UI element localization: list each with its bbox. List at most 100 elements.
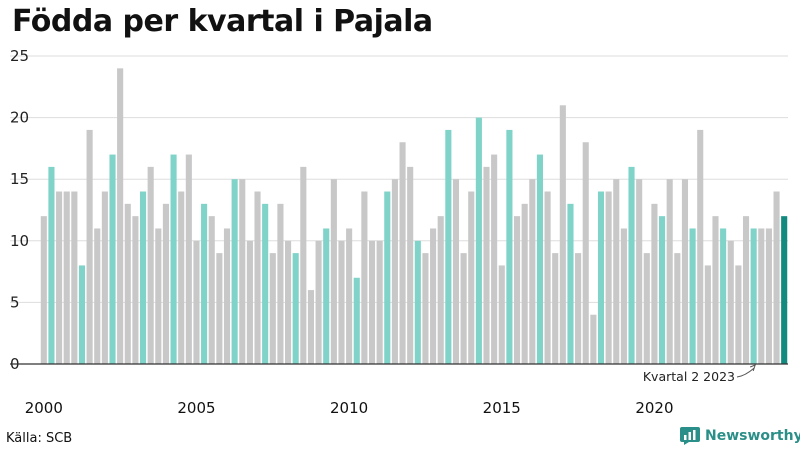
bar [361, 191, 368, 364]
bar [147, 166, 154, 364]
bar [521, 203, 528, 364]
bar [758, 228, 765, 364]
bar [330, 179, 337, 364]
annotation-arrowhead [749, 364, 756, 372]
bar [452, 179, 460, 364]
bar [468, 191, 475, 364]
bar [193, 240, 200, 364]
bar [620, 228, 627, 364]
bar [384, 191, 391, 364]
bar [498, 265, 505, 364]
bar [773, 191, 780, 364]
bar [720, 228, 727, 364]
bar [536, 154, 543, 364]
bar [697, 129, 704, 364]
bar [277, 203, 284, 364]
bar [292, 253, 299, 364]
bar [117, 68, 124, 364]
bar [353, 277, 360, 364]
chart-title: Födda per kvartal i Pajala [12, 4, 433, 39]
x-tick-label: 2010 [330, 399, 368, 417]
y-tick-label: 5 [10, 293, 20, 311]
bar [651, 203, 658, 364]
bar [529, 179, 536, 364]
y-tick-label: 15 [10, 170, 29, 188]
newsworthy-logo[interactable]: Newsworthy [680, 427, 800, 445]
bar [223, 228, 231, 364]
bar [674, 253, 681, 364]
x-tick-label: 2015 [483, 399, 521, 417]
bar [109, 154, 116, 364]
bar [155, 228, 162, 364]
bar [376, 240, 383, 364]
bar [605, 191, 612, 364]
bar [727, 240, 734, 364]
bar [636, 179, 643, 364]
bar [139, 191, 147, 364]
x-tick-label: 2000 [25, 399, 63, 417]
bar [567, 203, 574, 364]
bar [445, 129, 452, 364]
y-tick-label: 25 [10, 47, 29, 65]
bar [430, 228, 437, 364]
bar [483, 166, 490, 364]
bar [689, 228, 696, 364]
bar [422, 253, 429, 364]
bar [407, 166, 414, 364]
source-label: Källa: SCB [6, 431, 73, 446]
bar [513, 216, 521, 364]
bar [216, 253, 223, 364]
annotation-label: Kvartal 2 2023 [643, 369, 735, 384]
bar [597, 191, 605, 364]
bar [346, 228, 353, 364]
x-tick-label: 2020 [635, 399, 673, 417]
bar [78, 265, 86, 364]
x-tick-label: 2005 [177, 399, 215, 417]
bar [742, 216, 750, 364]
bar [491, 154, 498, 364]
bar [170, 154, 177, 364]
bar [391, 179, 398, 364]
bar [315, 240, 322, 364]
bar [681, 179, 689, 364]
bar [63, 191, 70, 364]
bar [208, 216, 215, 364]
bar [628, 166, 635, 364]
bar [735, 265, 742, 364]
bar [71, 191, 78, 364]
bar [40, 216, 47, 364]
bar [437, 216, 444, 364]
bar [269, 253, 276, 364]
bar [544, 191, 551, 364]
bar [262, 203, 269, 364]
bar [712, 216, 719, 364]
bar [559, 105, 566, 364]
bar [368, 240, 376, 364]
bar [399, 142, 406, 364]
bar [239, 179, 246, 364]
bar [132, 216, 139, 364]
bar [414, 240, 421, 364]
bar [666, 179, 673, 364]
bar-chart-logo-icon [680, 427, 700, 445]
bar [56, 191, 63, 364]
bar [590, 314, 597, 364]
bar [475, 117, 482, 364]
y-tick-label: 10 [10, 232, 29, 250]
bar [86, 129, 93, 364]
bar [613, 179, 620, 364]
bar [178, 191, 185, 364]
bar [460, 253, 467, 364]
bar [162, 203, 169, 364]
bar [231, 179, 238, 364]
bar [781, 216, 788, 364]
bar [338, 240, 345, 364]
y-tick-label: 20 [10, 109, 29, 127]
bar [643, 253, 650, 364]
bar [101, 191, 108, 364]
bar [307, 290, 315, 364]
bar [48, 166, 55, 364]
bar [750, 228, 757, 364]
bar [300, 166, 307, 364]
